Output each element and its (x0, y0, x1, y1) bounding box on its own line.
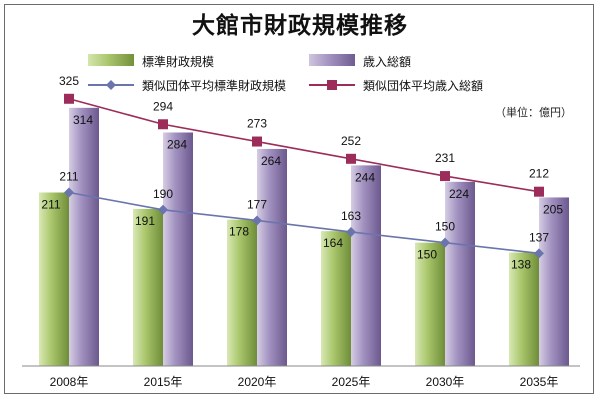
unit-label: （単位：億円） (495, 106, 572, 119)
label-bar-standard-4: 150 (417, 248, 437, 262)
labels-group: 211 314 2008年 191 284 2015年 178 264 2020年 164 244 2… (41, 74, 563, 389)
x-tick-label-1: 2015年 (144, 375, 183, 389)
legend-label-revenue: 歳入総額 (363, 55, 412, 69)
bar-standard-1 (133, 208, 163, 366)
lines-group (64, 93, 544, 259)
x-tick-label-5: 2035年 (520, 375, 559, 389)
label-similar-standard-0: 211 (59, 170, 78, 184)
x-tick-label-4: 2030年 (426, 375, 465, 389)
point-similar-standard-5 (534, 248, 544, 259)
label-similar-standard-5: 137 (529, 230, 549, 244)
label-similar-revenue-4: 231 (435, 151, 455, 165)
legend-swatch-line-red (309, 80, 355, 90)
label-bar-revenue-2: 264 (261, 154, 281, 168)
label-similar-standard-3: 163 (341, 209, 361, 223)
chart-title: 大館市財政規模推移 (192, 13, 408, 39)
bar-revenue-3 (351, 165, 381, 366)
label-similar-standard-1: 190 (153, 187, 173, 201)
bar-revenue-5 (539, 197, 569, 366)
point-similar-standard-2 (252, 215, 262, 226)
point-similar-revenue-0 (64, 93, 74, 104)
label-similar-revenue-5: 212 (529, 167, 549, 181)
legend-swatch-line-blue (88, 80, 134, 90)
bar-revenue-4 (445, 181, 475, 366)
label-bar-standard-5: 138 (511, 258, 531, 272)
bar-standard-3 (321, 231, 351, 366)
label-bar-revenue-3: 244 (355, 170, 375, 184)
label-similar-revenue-0: 325 (59, 74, 79, 88)
point-similar-revenue-4 (440, 171, 450, 182)
label-similar-revenue-2: 273 (247, 117, 267, 131)
bar-revenue-0 (69, 107, 99, 367)
point-similar-revenue-2 (252, 136, 262, 147)
label-similar-standard-2: 177 (247, 197, 267, 211)
point-similar-revenue-1 (158, 119, 168, 130)
bar-standard-4 (415, 242, 445, 366)
point-similar-standard-4 (440, 237, 450, 248)
point-similar-revenue-3 (346, 153, 356, 164)
label-bar-standard-3: 164 (323, 236, 343, 250)
point-similar-standard-0 (64, 187, 74, 198)
label-bar-standard-0: 211 (41, 198, 60, 212)
bar-standard-2 (227, 219, 257, 366)
label-bar-revenue-5: 205 (543, 202, 563, 216)
x-tick-label-0: 2008年 (50, 375, 89, 389)
legend-label-similar-revenue: 類似団体平均歳入総額 (363, 79, 484, 93)
bar-standard-0 (39, 192, 69, 366)
point-similar-revenue-5 (534, 186, 544, 197)
label-similar-revenue-3: 252 (341, 134, 361, 148)
bar-standard-5 (509, 252, 539, 366)
line-similar-standard (68, 191, 540, 255)
label-bar-revenue-0: 314 (73, 113, 93, 127)
x-tick-label-3: 2025年 (332, 375, 371, 389)
legend-label-similar-standard: 類似団体平均標準財政規模 (142, 79, 287, 93)
legend-swatch-bar-green (88, 54, 134, 66)
label-similar-revenue-1: 294 (153, 99, 173, 113)
line-similar-revenue (68, 98, 540, 193)
legend-swatch-bar-purple (309, 54, 355, 66)
bars-group (39, 107, 569, 367)
legend-label-standard: 標準財政規模 (142, 55, 215, 69)
label-similar-standard-4: 150 (435, 220, 455, 234)
x-tick-label-2: 2020年 (238, 375, 277, 389)
bar-revenue-2 (257, 148, 287, 366)
label-bar-revenue-4: 224 (449, 187, 469, 201)
point-similar-standard-3 (346, 226, 356, 237)
bar-revenue-1 (163, 132, 193, 366)
label-bar-standard-1: 191 (135, 214, 155, 228)
label-bar-revenue-1: 284 (167, 137, 187, 151)
point-similar-standard-1 (158, 204, 168, 215)
label-bar-standard-2: 178 (229, 225, 249, 239)
